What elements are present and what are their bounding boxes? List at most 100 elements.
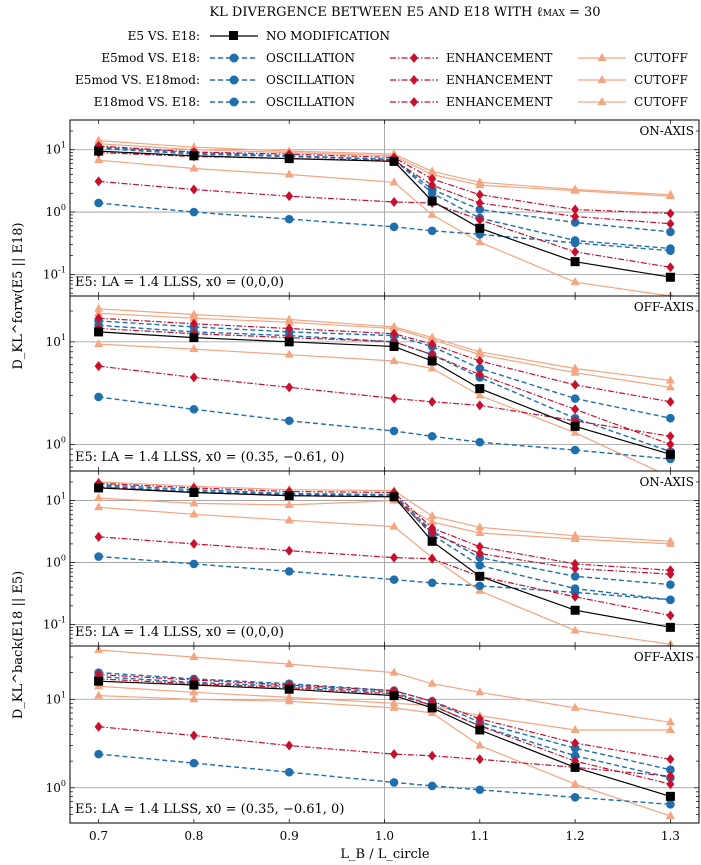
legend-label-oscillation: OSCILLATION (266, 51, 355, 65)
data-point-triangle (94, 135, 104, 144)
series-line (98, 152, 671, 225)
data-point-triangle (427, 332, 437, 341)
y-tick-label: 101 (46, 333, 66, 349)
data-point-circle (389, 778, 399, 787)
data-point-diamond (189, 184, 198, 195)
data-point-square (570, 762, 580, 772)
series-line (98, 396, 671, 460)
y-axis-label-backward: D_KL^back(E18 || E5) (11, 571, 26, 719)
data-point-circle (427, 226, 437, 236)
data-point-circle (389, 222, 399, 232)
data-point-triangle (284, 349, 294, 358)
series-line (98, 317, 671, 403)
data-point-triangle (427, 166, 437, 175)
panel-label: ON-AXIS (639, 475, 694, 489)
y-tick-exponent: 0 (61, 435, 66, 444)
series-line (98, 481, 671, 542)
data-point-diamond (285, 545, 294, 556)
data-point-square (284, 684, 294, 694)
data-point-triangle (427, 517, 437, 526)
data-point-diamond (390, 197, 399, 208)
x-tick-label: 1.0 (375, 829, 394, 843)
series-line (98, 674, 671, 760)
series-line (98, 143, 671, 197)
data-point-triangle (284, 659, 294, 668)
data-point-triangle (475, 740, 485, 749)
y-tick-exponent: 0 (61, 779, 66, 788)
data-point-triangle (284, 692, 294, 701)
data-point-diamond (189, 318, 198, 329)
data-point-diamond (666, 771, 675, 782)
data-point-circle (189, 404, 199, 414)
data-point-triangle (665, 724, 675, 733)
legend-label-cutoff: CUTOFF (634, 51, 688, 65)
x-tick-label: 1.1 (470, 829, 489, 843)
data-point-circle (475, 364, 485, 373)
data-point-circle (570, 793, 580, 802)
series-line (98, 320, 671, 419)
data-point-diamond (666, 754, 675, 765)
data-point-triangle (389, 356, 399, 365)
y-tick-label: 101 (46, 690, 66, 706)
data-point-triangle (475, 527, 485, 536)
series-line (98, 497, 671, 545)
data-point-triangle (189, 652, 199, 661)
data-point-diamond (475, 754, 484, 765)
data-point-diamond (475, 356, 484, 367)
data-point-square (475, 571, 485, 581)
series-line (98, 482, 671, 571)
data-point-circle (570, 445, 580, 455)
series-line (98, 146, 671, 233)
x-tick-label: 1.2 (566, 829, 585, 843)
data-point-square (284, 154, 294, 164)
data-point-diamond (428, 173, 437, 184)
series-line (98, 649, 671, 723)
data-point-triangle (570, 427, 580, 436)
data-point-diamond (94, 721, 103, 732)
data-point-triangle (665, 189, 675, 198)
data-point-square (570, 421, 580, 431)
panel-4: 100 101 OFF-AXIS E5: LA = 1.4 LLSS, x0 = (0… (46, 645, 700, 824)
legend-entry-enhancement-1: ENHANCEMENT (390, 51, 552, 65)
data-point-triangle (389, 521, 399, 530)
data-point-triangle (389, 702, 399, 711)
data-point-triangle (475, 346, 485, 355)
data-point-diamond (390, 749, 399, 760)
data-point-circle (189, 207, 199, 217)
data-point-circle (666, 227, 675, 237)
data-point-circle (284, 567, 294, 576)
data-point-triangle (665, 717, 675, 726)
data-point-triangle (427, 209, 437, 218)
data-point-diamond (94, 361, 103, 372)
data-point-triangle (94, 303, 104, 312)
data-point-triangle (389, 321, 399, 330)
legend-label-oscillation: OSCILLATION (266, 73, 355, 87)
data-point-triangle (475, 390, 485, 399)
series-line (98, 140, 671, 196)
x-axis-label: L_B / L_circle (340, 847, 430, 862)
data-point-triangle (475, 237, 485, 246)
legend-label-cutoff: CUTOFF (634, 95, 688, 109)
data-point-circle (427, 578, 437, 588)
y-tick-label: 100 (46, 779, 66, 795)
data-point-circle (475, 205, 485, 214)
panel-label: ON-AXIS (639, 124, 694, 138)
data-point-circle (570, 218, 580, 227)
data-point-square (389, 492, 399, 502)
series-group (94, 303, 675, 471)
y-tick-label: 101 (46, 141, 66, 157)
legend-entry-cutoff-1: CUTOFF (578, 51, 688, 65)
data-point-circle (284, 767, 294, 777)
series-line (98, 180, 671, 268)
data-point-circle (570, 743, 580, 753)
figure-title: KL DIVERGENCE BETWEEN E5 AND E18 WITH ℓm… (209, 5, 600, 20)
legend-entry-oscillation-2: OSCILLATION (210, 73, 355, 87)
data-point-diamond (475, 197, 484, 208)
data-point-triangle (570, 277, 580, 286)
legend-label-enhancement: ENHANCEMENT (446, 95, 552, 109)
data-point-triangle (665, 810, 675, 819)
legend-marker-diamond (410, 53, 418, 63)
data-point-square (284, 337, 294, 347)
